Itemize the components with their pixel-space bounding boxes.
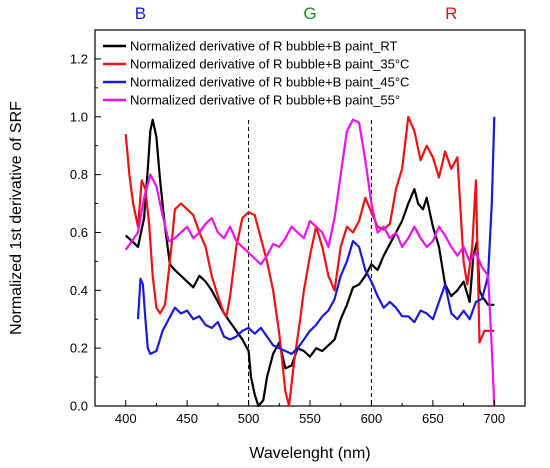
y-tick-label: 0.8	[70, 167, 88, 182]
series-line-4	[124, 118, 496, 407]
y-tick-label: 0.2	[70, 341, 88, 356]
band-label: B	[135, 4, 146, 23]
y-tick-label: 0.6	[70, 225, 88, 240]
y-tick-label: 0.4	[70, 283, 88, 298]
band-label: R	[445, 4, 457, 23]
x-tick-label: 650	[422, 411, 444, 426]
series-line-1	[124, 118, 495, 408]
y-tick-label: 1.0	[70, 109, 88, 124]
y-tick-label: 0.0	[70, 399, 88, 414]
legend-label: Normalized derivative of R bubble+B pain…	[130, 75, 409, 90]
x-axis: 400 450 500 550 600 650 700	[115, 400, 526, 426]
x-tick-label: 600	[361, 411, 383, 426]
series-layer	[124, 115, 496, 408]
series-line-3	[136, 116, 496, 355]
x-tick-label: 500	[238, 411, 260, 426]
x-tick-label: 450	[176, 411, 198, 426]
legend-label: Normalized derivative of R bubble+B pain…	[130, 93, 400, 108]
x-tick-label: 700	[483, 411, 505, 426]
x-tick-label: 550	[299, 411, 321, 426]
series-line-2	[124, 115, 495, 408]
y-tick-label: 1.2	[70, 51, 88, 66]
legend-label: Normalized derivative of R bubble+B pain…	[130, 57, 409, 72]
x-tick-label: 400	[115, 411, 137, 426]
x-axis-title: Wavelenght (nm)	[249, 445, 370, 462]
legend: Normalized derivative of R bubble+B pain…	[103, 39, 409, 108]
band-label: G	[303, 4, 316, 23]
y-axis: 0.0 0.2 0.4 0.6 0.8 1.0 1.2	[70, 29, 101, 414]
legend-label: Normalized derivative of R bubble+B pain…	[130, 39, 398, 54]
y-axis-title: Normalized 1st derivative of SRF	[8, 101, 25, 335]
